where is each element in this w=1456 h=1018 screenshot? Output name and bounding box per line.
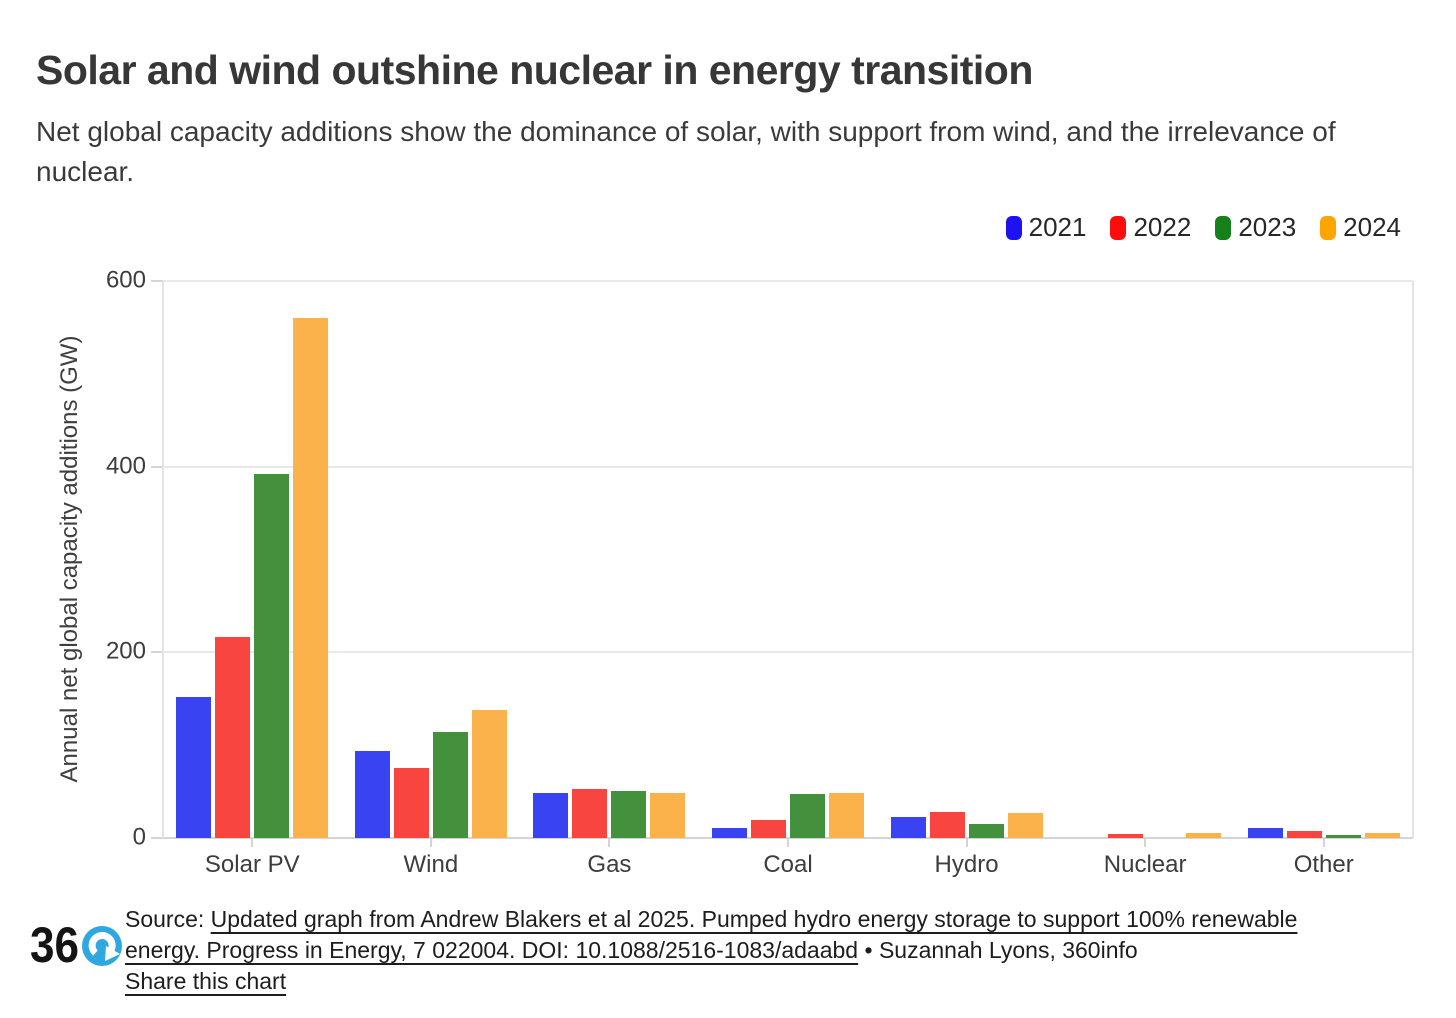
gridline-400 [163, 465, 1413, 468]
chart-title: Solar and wind outshine nuclear in energ… [36, 47, 1033, 93]
y-tick-label-400: 400 [105, 452, 146, 480]
bar-gas-2024 [650, 792, 686, 838]
x-tick-mark-hydro [965, 839, 968, 847]
x-axis-label-hydro: Hydro [934, 851, 999, 878]
bar-nuclear-2022 [1108, 834, 1144, 838]
citation-line-2: energy. Progress in Energy, 7 022004. DO… [125, 937, 859, 963]
bar-coal-2024 [829, 792, 864, 838]
bar-gas-2023 [611, 790, 647, 838]
bar-hydro-2022 [929, 812, 965, 838]
legend-item-2023: 2023 [1215, 212, 1296, 243]
bar-gas-2022 [572, 788, 608, 838]
bar-solar-pv-2024 [293, 318, 329, 838]
x-axis-label-nuclear: Nuclear [1103, 851, 1187, 878]
x-tick-mark-gas [608, 839, 611, 847]
legend-item-2024: 2024 [1320, 212, 1401, 243]
plot-border-right [1412, 281, 1414, 838]
x-axis-label-other: Other [1293, 851, 1354, 878]
logo-arrow-head [105, 946, 120, 961]
y-tick-label-0: 0 [132, 823, 146, 851]
legend-label-2024: 2024 [1343, 212, 1401, 242]
share-chart-link[interactable]: Share this chart [125, 968, 287, 994]
source-prefix: Source: [125, 906, 211, 932]
bar-wind-2024 [471, 709, 507, 838]
y-tick-mark-600 [151, 280, 163, 282]
bar-solar-pv-2021 [176, 696, 212, 838]
x-axis-label-gas: Gas [587, 851, 632, 878]
bar-gas-2021 [533, 793, 569, 838]
legend-swatch-2024 [1320, 215, 1337, 240]
gridline-200 [163, 651, 1413, 654]
y-tick-label-600: 600 [105, 266, 146, 294]
source-text: Source: Updated graph from Andrew Blaker… [125, 904, 1415, 997]
legend-swatch-2023 [1215, 215, 1232, 240]
citation-line-1: Updated graph from Andrew Blakers et al … [210, 906, 1298, 932]
x-axis-label-wind: Wind [403, 851, 459, 878]
y-tick-mark-200 [151, 651, 163, 654]
chart-legend: 2021 2022 2023 2024 [1005, 212, 1401, 243]
bar-coal-2022 [751, 820, 786, 838]
bar-other-2021 [1247, 827, 1283, 838]
legend-swatch-2022 [1110, 215, 1127, 240]
bar-coal-2021 [712, 827, 747, 838]
bar-nuclear-2024 [1186, 833, 1222, 838]
source-citation-link[interactable]: Updated graph from Andrew Blakers et al … [125, 906, 1297, 963]
legend-label-2023: 2023 [1238, 212, 1297, 242]
y-axis-title: Annual net global capacity additions (GW… [56, 335, 83, 783]
bar-wind-2021 [354, 750, 390, 838]
y-tick-label-200: 200 [105, 637, 146, 665]
bar-coal-2023 [790, 794, 825, 838]
gridline-0 [151, 837, 1413, 839]
logo-36-text: 36 [30, 921, 79, 971]
chart-subtitle: Net global capacity additions show the d… [36, 116, 1336, 187]
bar-wind-2023 [432, 732, 468, 838]
bar-wind-2022 [393, 768, 429, 838]
source-byline: • Suzannah Lyons, 360info [858, 937, 1138, 963]
legend-label-2021: 2021 [1028, 212, 1087, 242]
bar-hydro-2024 [1007, 812, 1043, 838]
legend-label-2022: 2022 [1133, 212, 1192, 242]
bar-other-2022 [1286, 830, 1322, 838]
x-tick-mark-nuclear [1144, 839, 1147, 847]
logo-zero-circle [82, 926, 122, 966]
plot-border-left [162, 281, 164, 838]
y-tick-mark-400 [151, 465, 163, 468]
x-tick-mark-coal [787, 839, 789, 847]
legend-item-2022: 2022 [1110, 212, 1191, 243]
x-tick-mark-solar-pv [251, 839, 254, 847]
bar-other-2024 [1364, 833, 1400, 838]
gridline-600 [163, 280, 1413, 282]
360info-logo: 36 [30, 921, 122, 971]
bar-solar-pv-2023 [254, 474, 290, 838]
x-axis-label-solar-pv: Solar PV [204, 851, 300, 878]
x-tick-mark-wind [429, 839, 432, 847]
bar-other-2023 [1325, 835, 1361, 838]
bar-hydro-2021 [890, 816, 926, 838]
logo-arrow-arc [88, 932, 116, 956]
bar-solar-pv-2022 [215, 636, 251, 838]
bar-hydro-2023 [968, 824, 1004, 838]
legend-swatch-2021 [1005, 215, 1022, 240]
x-tick-mark-other [1322, 839, 1325, 847]
x-axis-label-coal: Coal [763, 851, 813, 878]
legend-item-2021: 2021 [1005, 212, 1087, 243]
source-citation: Source: Updated graph from Andrew Blaker… [125, 904, 1415, 966]
